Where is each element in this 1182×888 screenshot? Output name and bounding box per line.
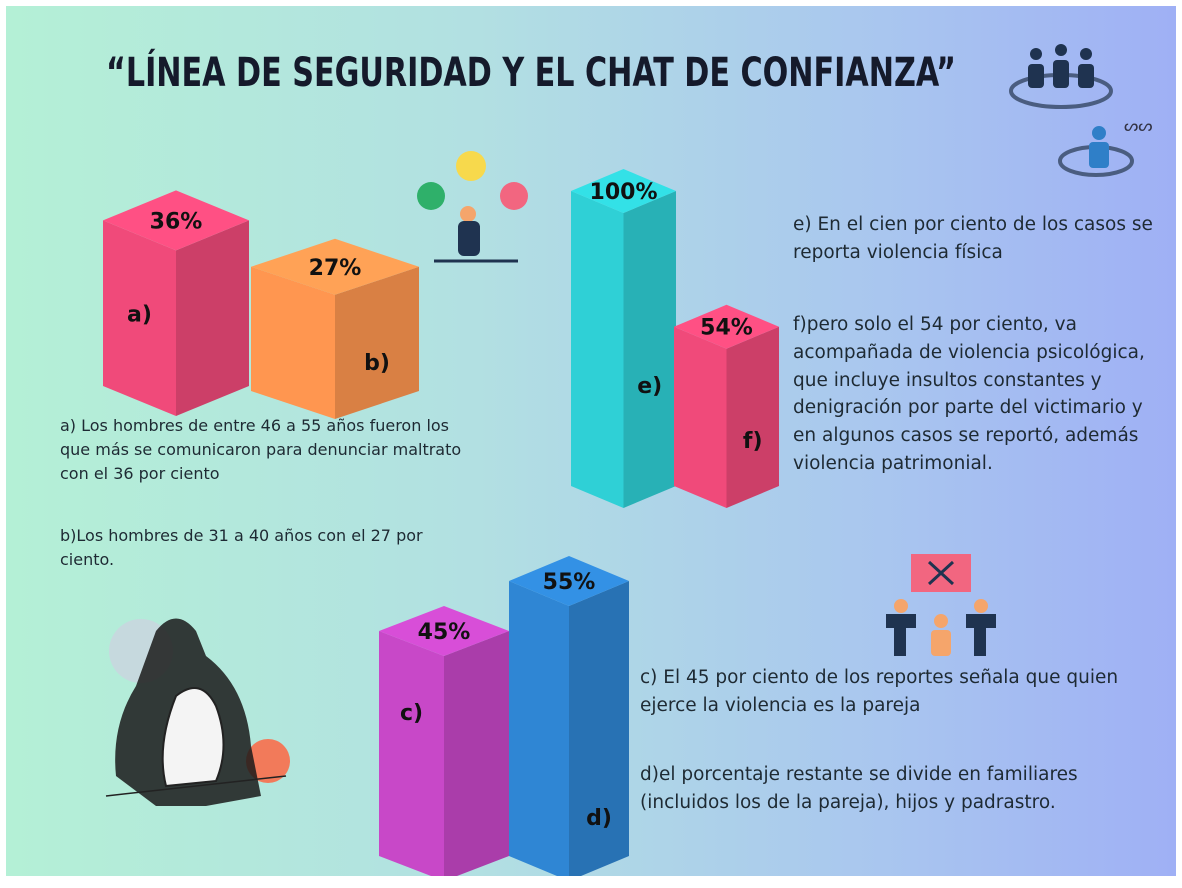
category-label: e) (637, 374, 662, 399)
bar-right-face (569, 581, 629, 876)
value-label: 45% (418, 620, 471, 645)
emotions-icon (417, 151, 528, 261)
value-label: 54% (700, 316, 753, 341)
bar-right-face (444, 631, 509, 876)
category-label: c) (400, 701, 423, 726)
note: f)pero solo el 54 por ciento, va acompañ… (793, 311, 1168, 478)
bar-left-face (674, 327, 727, 508)
note: a) Los hombres de entre 46 a 55 años fue… (60, 414, 470, 486)
bar-left-face (379, 631, 444, 876)
category-label: b) (364, 351, 390, 376)
bar-right-face (624, 191, 677, 508)
illustration (106, 619, 290, 807)
category-label: f) (743, 429, 763, 454)
bar-right-face (176, 220, 249, 416)
value-label: 55% (543, 570, 596, 595)
title: “LÍNEA DE SEGURIDAD Y EL CHAT DE CONFIAN… (106, 48, 956, 96)
page-body: {"title": "“LÍNEA DE SEGURIDAD Y EL CHAT… (0, 6, 1182, 888)
note: d)el porcentaje restante se divide en fa… (640, 761, 1160, 817)
note: c) El 45 por ciento de los reportes seña… (640, 664, 1160, 720)
note: e) En el cien por ciento de los casos se… (793, 211, 1163, 267)
person-icon: ᔕᔕ (1060, 116, 1153, 175)
bar-left-face (571, 191, 624, 508)
value-label: 36% (150, 209, 203, 234)
note: b)Los hombres de 31 a 40 años con el 27 … (60, 524, 470, 572)
category-label: a) (127, 302, 152, 327)
category-label: d) (586, 806, 612, 831)
group-icon (1011, 44, 1111, 107)
bar-right-face (727, 327, 780, 508)
infographic: “LÍNEA DE SEGURIDAD Y EL CHAT DE CONFIAN… (6, 6, 1176, 876)
value-label: 100% (590, 180, 658, 205)
conflict-icon (886, 554, 996, 656)
icon-mark: ᔕᔕ (1124, 116, 1153, 135)
bar-left-face (509, 581, 569, 876)
value-label: 27% (309, 256, 362, 281)
